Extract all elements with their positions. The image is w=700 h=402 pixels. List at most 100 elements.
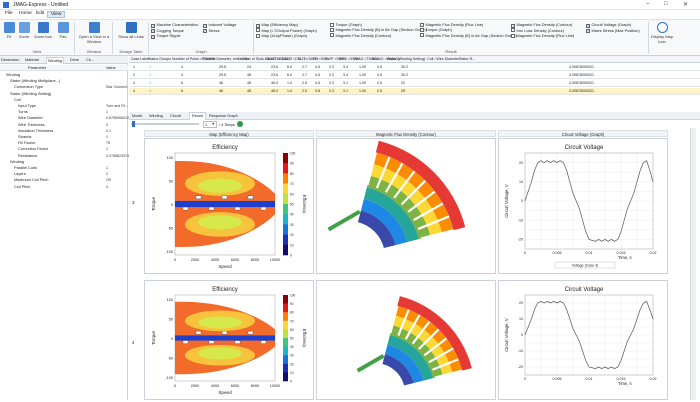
result-checkbox[interactable]: Magnetic Flux Density (Flux Line) xyxy=(511,33,574,38)
open-view-window-button[interactable]: Open a View in a Window xyxy=(78,22,110,44)
column-header[interactable]: Stator (Winding Setting): Coil / Wire Di… xyxy=(387,57,460,61)
checkbox-icon[interactable]: ✓ xyxy=(203,23,207,28)
tab-dimension[interactable]: Dimension xyxy=(1,57,20,62)
tab-circuit-view[interactable]: Circuit xyxy=(170,113,181,118)
parameter-value[interactable]: 4 xyxy=(106,184,108,189)
result-checkbox[interactable]: Magnetic Flux Density (Flux Line) xyxy=(420,22,517,27)
parameter-row[interactable]: Input Type Turn and Fil... xyxy=(0,103,128,109)
result-checkbox[interactable]: Torque (Graph) xyxy=(420,27,517,32)
checkbox-icon[interactable] xyxy=(256,28,260,33)
result-checkbox[interactable]: ✓ Magnetic Flux Density (Contour) xyxy=(511,22,573,28)
parameter-value[interactable]: 2 xyxy=(106,172,108,177)
tab-material[interactable]: Material xyxy=(25,57,39,62)
result-checkbox[interactable]: Map (I-T/Output Power) (Graph) xyxy=(256,28,317,33)
column-header[interactable]: TMAG <TMAG> xyxy=(353,57,379,61)
parameter-row[interactable]: Maximum Coil Pitch Off xyxy=(0,177,128,183)
parameter-row[interactable]: Resistance 0.0788623374 xyxy=(0,153,129,159)
checkbox-icon[interactable] xyxy=(511,33,515,38)
parameter-row[interactable]: Stator (Winding Multiplane...) xyxy=(0,78,128,84)
checkbox-icon[interactable] xyxy=(330,33,334,38)
parameter-value[interactable]: 0 xyxy=(106,122,108,127)
column-header[interactable]: SWP <SWP> xyxy=(325,57,347,61)
vertical-scrollbar[interactable] xyxy=(690,128,696,400)
graph-checkbox[interactable]: ✓ Machine Characteristics xyxy=(151,22,199,28)
column-header[interactable]: Stator R... xyxy=(459,57,476,61)
menu-edit[interactable]: Edit xyxy=(36,11,45,16)
minimize-button[interactable]: – xyxy=(646,1,650,7)
parameter-row[interactable]: Coil xyxy=(0,97,128,103)
checkbox-icon[interactable]: ✓ xyxy=(256,23,260,28)
menu-file[interactable]: File xyxy=(5,11,13,16)
column-header[interactable]: DSLIT <DSLIT> xyxy=(282,57,308,61)
close-button[interactable]: ✕ xyxy=(683,2,689,8)
table-row[interactable]: 2 ✓ 4 29.5 48 23.6 6.0 2.7 4.5 2.3 3.4 1.00 4.5 30.2 3… xyxy=(129,72,700,79)
column-header[interactable]: Number of Slots <SLOTS> xyxy=(238,57,281,61)
pan-button[interactable]: Pan xyxy=(56,22,70,39)
parameter-row[interactable]: Stator (Winding Setting) xyxy=(0,91,128,97)
graph-checkbox[interactable]: ✓ Cogging Torque xyxy=(151,27,184,34)
tab-model[interactable]: Model xyxy=(132,113,143,118)
checkbox-icon[interactable] xyxy=(330,22,334,27)
menu-home[interactable]: Home xyxy=(19,11,32,16)
parameter-row[interactable]: Wire Diameter 0.67559082101 xyxy=(0,115,131,121)
parameter-value[interactable]: 1 xyxy=(106,135,108,139)
parameter-row[interactable]: Winding xyxy=(0,72,128,78)
result-checkbox[interactable]: Magnetic Flux Density (B) in Air Gap (Se… xyxy=(420,33,517,38)
result-checkbox[interactable]: Magnetic Flux Density (B) in Air Gap (Se… xyxy=(330,27,427,32)
result-checkbox[interactable]: Iron Loss Density (Contour) xyxy=(511,28,574,33)
graph-checkbox[interactable]: ✓ Induced Voltage xyxy=(203,22,237,28)
checkbox-icon[interactable]: ✓ xyxy=(511,23,515,28)
result-checkbox[interactable]: Magnetic Flux Density (Contour) xyxy=(330,33,427,38)
parameter-value[interactable]: 1 xyxy=(106,110,108,115)
table-row[interactable]: 3 ✓ 6 46 48 46.0 1.0 2.5 4.5 2.3 3.1 1.00 2.5 22 2.008… xyxy=(129,80,700,87)
parameter-row[interactable]: Fill Factor 75 xyxy=(0,140,128,146)
table-row[interactable]: 1 ✓ 4 29.5 24 23.6 6.0 2.7 4.5 2.3 3.4 1.00 4.5 30.2 4… xyxy=(129,64,700,71)
checkbox-icon[interactable]: ✓ xyxy=(151,34,155,39)
column-header[interactable]: Number of Poles <POLES> xyxy=(172,57,216,61)
parameter-value[interactable]: 75 xyxy=(106,141,110,146)
parameter-row[interactable]: Insulation Thickness 0.1 xyxy=(0,128,128,134)
checkbox-icon[interactable]: ✓ xyxy=(586,23,590,28)
show-all-links-button[interactable]: Show all Links xyxy=(116,22,146,39)
display-map-icon-button[interactable]: Display Map Icon xyxy=(651,22,673,44)
parameter-row[interactable]: Wire Thickness 0 xyxy=(0,122,128,128)
column-header[interactable]: Groups xyxy=(159,57,171,61)
tab-drive[interactable]: Drive xyxy=(70,57,80,62)
graph-checkbox[interactable]: ✓ Torque Ripple xyxy=(151,33,181,39)
column-header[interactable]: SW <SW> xyxy=(312,57,329,61)
result-checkbox[interactable]: Torque (Graph) xyxy=(330,22,427,27)
step-slider-handle[interactable] xyxy=(132,121,135,127)
menu-view[interactable]: View xyxy=(47,11,66,18)
fit-button[interactable]: Fit xyxy=(2,22,16,39)
checkbox-icon[interactable] xyxy=(420,33,424,38)
column-header[interactable]: Status xyxy=(148,57,159,61)
column-header[interactable]: Outside Diameter, mm <OD> xyxy=(203,57,250,61)
parameter-value[interactable]: 0.67559082101 xyxy=(106,116,131,121)
parameter-row[interactable]: Winding xyxy=(0,159,128,165)
checkbox-icon[interactable] xyxy=(420,28,424,32)
tab-winding-view[interactable]: Winding xyxy=(149,113,163,118)
tab-result[interactable]: Result xyxy=(189,112,206,120)
result-checkbox[interactable]: ✓ Mises Stress (Max Position) xyxy=(586,27,640,34)
parameter-value[interactable]: Star Connect. xyxy=(106,85,128,90)
parameter-value[interactable]: 0.0788623374 xyxy=(106,153,129,158)
maximize-button[interactable]: □ xyxy=(664,1,668,7)
parameter-value[interactable]: 0.1 xyxy=(106,128,111,133)
parameter-row[interactable]: Turns 1 xyxy=(0,109,128,115)
parameter-row[interactable]: Parallel Coils 1 xyxy=(0,165,128,171)
checkbox-icon[interactable]: ✓ xyxy=(586,29,590,34)
tab-circuit[interactable]: Cir... xyxy=(86,57,94,62)
parameter-row[interactable]: Strands 1 xyxy=(0,134,128,140)
parameter-value[interactable]: 1 xyxy=(106,147,108,152)
checkbox-icon[interactable] xyxy=(511,28,515,33)
zoom-button[interactable]: Zoom xyxy=(17,22,31,39)
checkbox-icon[interactable]: ✓ xyxy=(203,29,207,34)
step-select[interactable]: 1 ▼ xyxy=(203,120,217,128)
parameter-value[interactable]: Turn and Fil... xyxy=(106,104,129,108)
step-slider-track[interactable] xyxy=(131,123,199,125)
column-header[interactable]: SLIT <SLIT> xyxy=(298,57,319,61)
checkbox-icon[interactable] xyxy=(256,33,260,38)
tab-response-graph[interactable]: Response Graph xyxy=(209,113,238,118)
parameter-row[interactable]: Correction Factor 1 xyxy=(0,146,128,152)
parameter-value[interactable]: 1 xyxy=(106,166,108,170)
